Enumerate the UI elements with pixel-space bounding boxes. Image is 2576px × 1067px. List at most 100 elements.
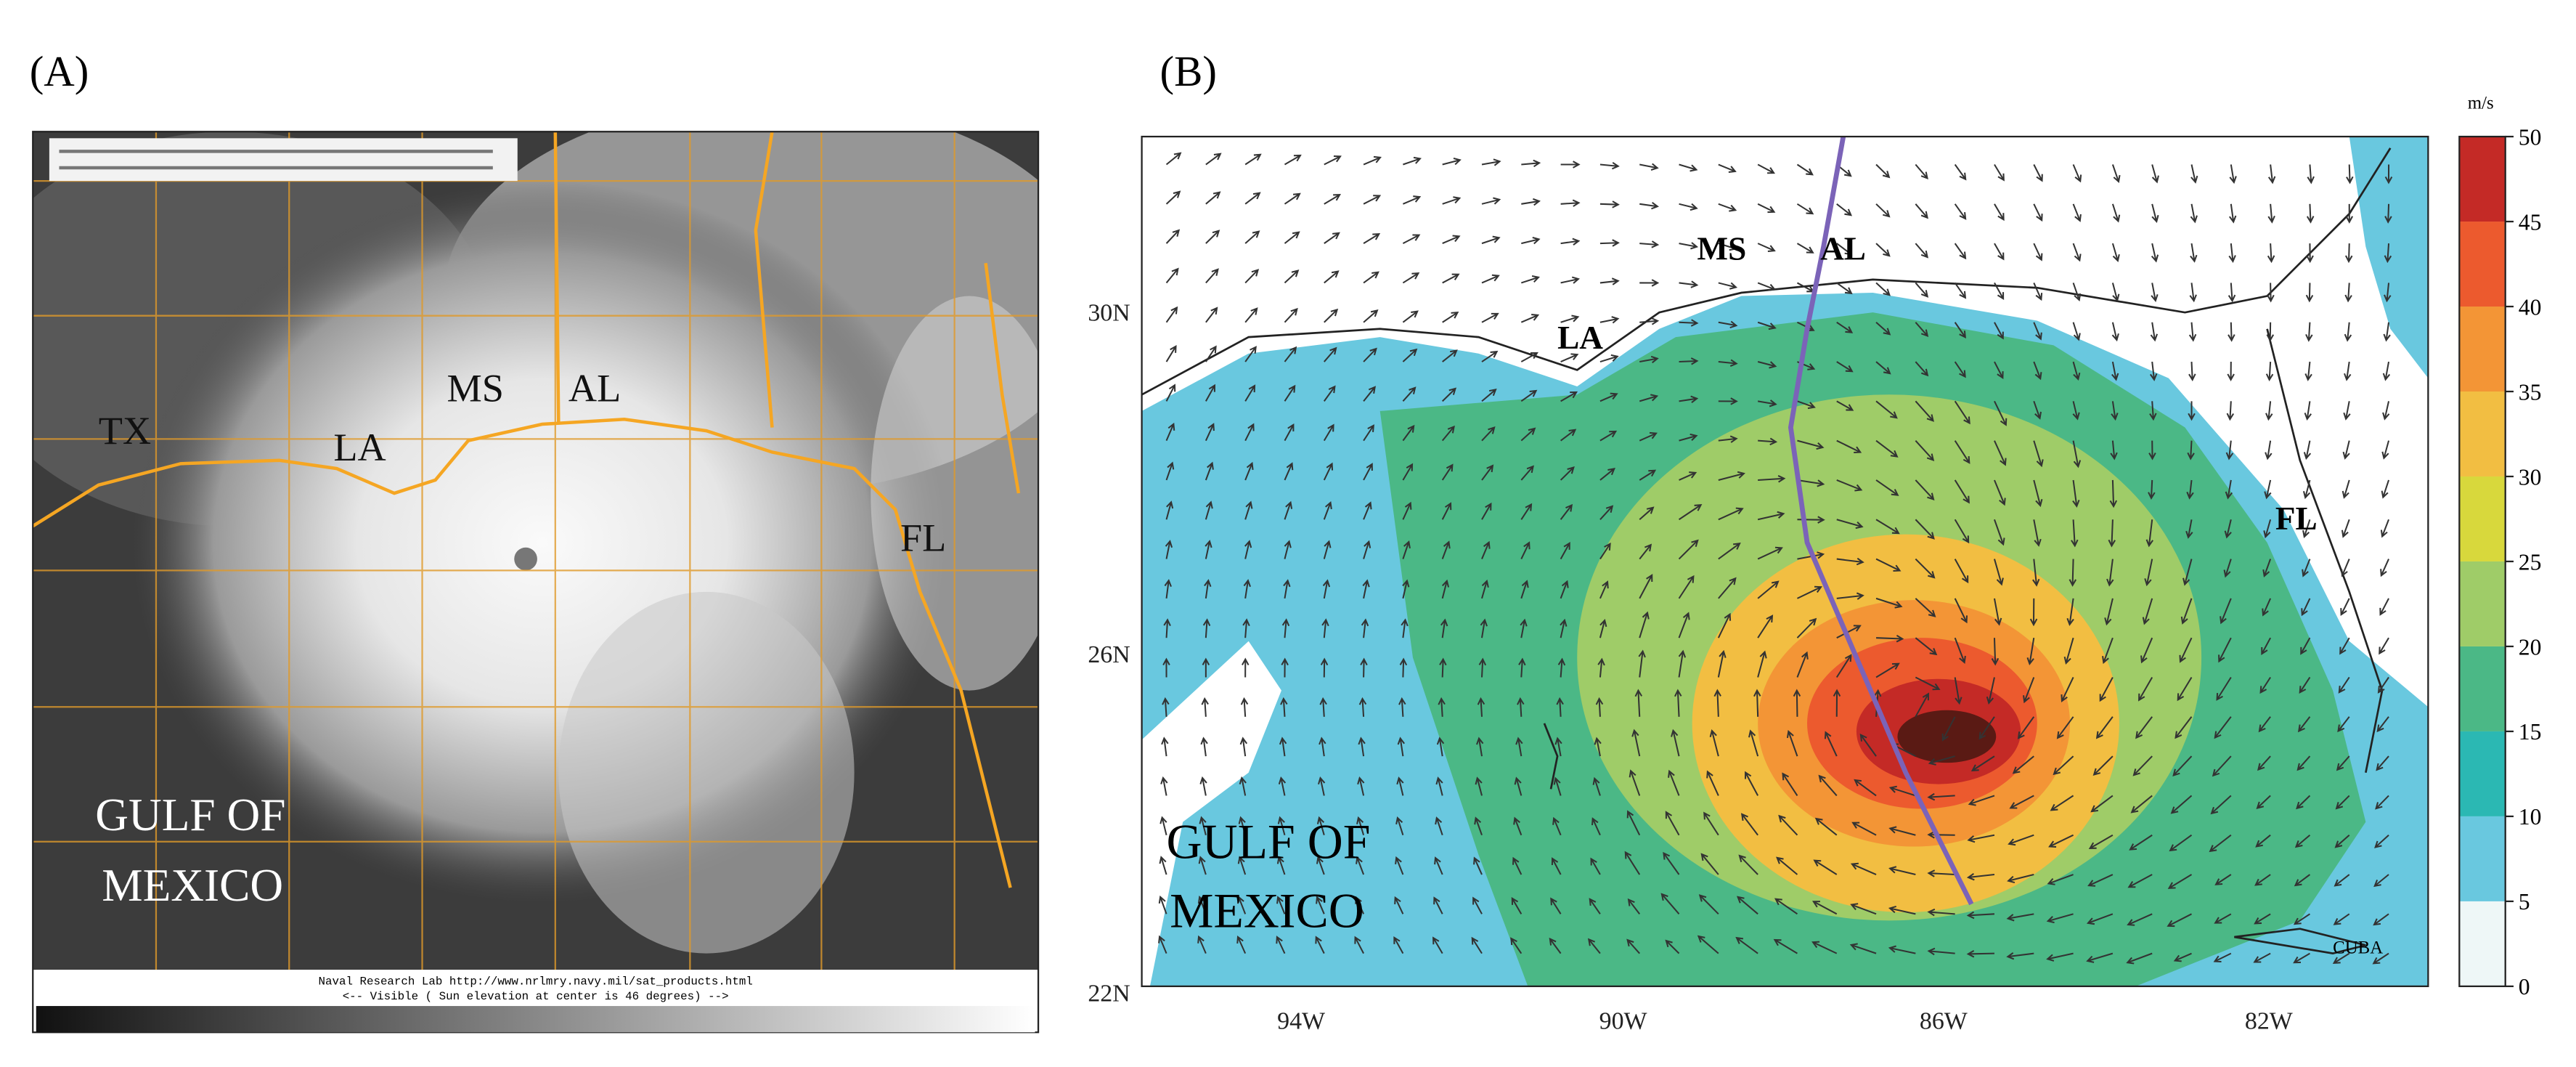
wind-arrow — [1560, 541, 1570, 560]
colorbar-segment — [2459, 307, 2506, 391]
wind-arrow — [1915, 322, 1929, 338]
wind-arrow — [1402, 386, 1417, 402]
wind-arrow — [1284, 423, 1295, 442]
wind-arrow — [1198, 856, 1207, 875]
wind-arrow — [1888, 826, 1916, 836]
wind-arrow — [1360, 657, 1368, 678]
wind-arrow — [1520, 541, 1530, 560]
wind-arrow — [1554, 737, 1562, 757]
wind-arrow — [1442, 349, 1458, 362]
wind-arrow — [1165, 344, 1177, 362]
wind-arrow — [1941, 716, 1956, 742]
wind-arrow — [1639, 317, 1660, 325]
wind-arrow — [1599, 468, 1615, 481]
wind-arrow — [1954, 361, 1966, 378]
wind-arrow — [1560, 315, 1580, 323]
wind-arrow — [1358, 737, 1366, 757]
lon-tick-label: 82W — [2245, 1008, 2293, 1035]
wind-arrow — [2225, 440, 2234, 461]
wind-arrow — [2029, 598, 2038, 627]
wind-arrow — [1639, 279, 1660, 287]
wind-arrow — [1678, 612, 1690, 638]
wind-arrow — [1639, 469, 1657, 481]
wind-arrow — [1161, 737, 1169, 757]
wind-arrow — [2173, 952, 2192, 962]
wind-arrow — [1796, 651, 1809, 678]
place-label: AL — [568, 366, 621, 410]
wind-arrow — [1954, 163, 1967, 181]
wind-arrow — [1440, 618, 1448, 638]
wind-arrow — [2033, 243, 2043, 261]
wind-arrow — [2379, 598, 2389, 616]
wind-arrow — [1703, 811, 1719, 836]
wind-arrow — [1599, 354, 1619, 363]
wind-arrow — [1797, 551, 1825, 560]
wind-arrow — [1322, 579, 1331, 599]
wind-arrow — [1481, 426, 1496, 442]
wind-arrow — [1736, 896, 1758, 915]
wind-arrow — [2343, 401, 2351, 421]
wind-arrow — [2072, 203, 2082, 222]
colorbar-tick-label: 20 — [2519, 634, 2542, 660]
wind-arrow — [2135, 716, 2153, 739]
wind-arrow — [1697, 935, 1719, 954]
wind-arrow — [1402, 272, 1420, 284]
wind-arrow — [1850, 903, 1877, 915]
caption: <-- Visible ( Sun elevation at center is… — [343, 990, 729, 1003]
wind-arrow — [2382, 401, 2390, 421]
wind-arrow — [1757, 163, 1775, 174]
wind-arrow — [1954, 243, 1967, 260]
colorbar-tick-label: 45 — [2519, 209, 2542, 235]
wind-arrow — [1993, 598, 2002, 626]
wind-arrow — [1394, 896, 1404, 914]
wind-arrow — [1591, 817, 1601, 836]
wind-arrow — [2150, 322, 2159, 342]
region-label: MEXICO — [1170, 883, 1364, 938]
wind-arrow — [2258, 716, 2271, 733]
wind-arrow — [2225, 479, 2233, 500]
wind-arrow — [1778, 814, 1798, 836]
wind-arrow — [1435, 776, 1443, 796]
colorbar-segment — [2459, 137, 2506, 222]
wind-arrow — [1471, 936, 1483, 954]
wind-arrow — [2220, 598, 2232, 625]
wind-arrow — [1560, 238, 1581, 246]
wind-arrow — [2340, 598, 2350, 617]
wind-arrow — [1315, 936, 1325, 954]
wind-arrow — [2048, 834, 2074, 848]
wind-arrow — [1888, 945, 1916, 954]
wind-arrow — [1363, 386, 1377, 402]
wind-arrow — [2188, 322, 2197, 342]
wind-arrow — [1978, 716, 1995, 740]
wind-arrow — [1520, 389, 1538, 402]
wind-arrow — [2102, 637, 2114, 665]
wind-arrow — [2106, 559, 2114, 587]
wind-arrow — [1481, 197, 1501, 205]
wind-arrow — [1158, 895, 1167, 914]
wind-arrow — [1639, 611, 1650, 638]
colorbar-segment — [2459, 901, 2506, 986]
place-label: FL — [2275, 500, 2318, 537]
wind-arrow — [1473, 856, 1483, 875]
wind-arrow — [2256, 795, 2271, 809]
wind-arrow — [1165, 306, 1178, 323]
wind-arrow — [1284, 540, 1292, 559]
wind-arrow — [1748, 729, 1759, 757]
wind-arrow — [2267, 203, 2275, 224]
wind-arrow — [1560, 466, 1575, 481]
wind-arrow — [2265, 401, 2273, 421]
wind-arrow — [1362, 579, 1370, 599]
lon-tick-label: 86W — [1920, 1008, 1968, 1035]
wind-arrow — [1481, 312, 1499, 323]
wind-arrow — [1520, 580, 1529, 599]
wind-arrow — [2111, 243, 2120, 263]
wind-arrow — [1244, 423, 1255, 442]
wind-arrow — [1475, 776, 1483, 796]
wind-arrow — [1363, 347, 1377, 362]
wind-arrow — [2297, 716, 2311, 733]
wind-arrow — [2088, 834, 2114, 849]
wind-arrow — [2046, 952, 2074, 962]
wind-arrow — [2033, 283, 2043, 301]
wind-arrow — [2214, 913, 2232, 924]
